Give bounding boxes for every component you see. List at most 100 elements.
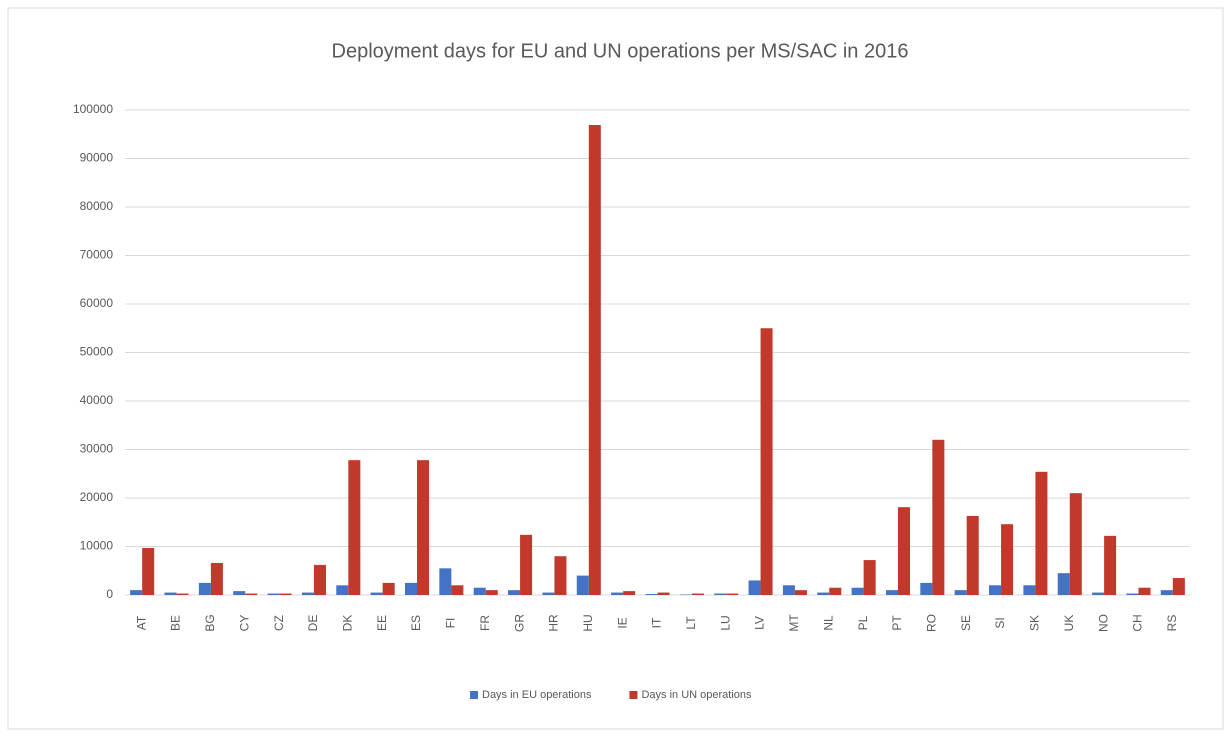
bar	[439, 568, 452, 595]
bar	[726, 593, 739, 595]
bar	[348, 460, 361, 595]
bar	[782, 585, 795, 595]
bar	[336, 585, 349, 595]
x-tick-label: AT	[134, 615, 148, 630]
bar	[210, 562, 223, 595]
bar	[645, 594, 658, 595]
bar	[1138, 587, 1151, 595]
bar	[794, 590, 807, 595]
x-tick-label: DE	[306, 615, 320, 632]
bar	[198, 582, 211, 595]
y-tick-label: 60000	[80, 296, 114, 310]
bar	[829, 587, 842, 595]
bar	[954, 590, 967, 595]
bar	[279, 593, 292, 595]
y-tick-label: 50000	[80, 345, 114, 359]
x-tick-label: CY	[237, 615, 251, 632]
bar	[966, 515, 979, 595]
bar	[863, 560, 876, 595]
x-tick-label: BG	[203, 614, 217, 631]
bar	[267, 593, 280, 595]
bar	[382, 582, 395, 595]
bar	[897, 507, 911, 595]
bar	[520, 534, 533, 595]
bar	[508, 590, 521, 595]
x-tick-label: GR	[512, 614, 526, 632]
bar	[1023, 585, 1036, 595]
y-tick-label: 20000	[80, 490, 114, 504]
y-tick-label: 10000	[80, 539, 114, 553]
bar	[691, 593, 704, 595]
bar	[1160, 590, 1173, 595]
bar	[851, 587, 864, 595]
x-tick-label: LT	[684, 616, 698, 630]
bar	[1092, 592, 1105, 595]
y-tick-label: 70000	[80, 248, 114, 262]
bar	[611, 592, 624, 595]
bar	[932, 439, 945, 595]
bar	[714, 593, 727, 595]
x-tick-label: SI	[993, 617, 1007, 628]
legend-label: Days in UN operations	[641, 689, 752, 701]
x-tick-label: PT	[890, 615, 904, 631]
bar	[1104, 535, 1117, 595]
bar	[1069, 493, 1082, 595]
legend-label: Days in EU operations	[482, 689, 592, 701]
bar	[313, 564, 326, 595]
bar	[164, 592, 177, 595]
bar	[657, 592, 670, 595]
x-tick-label: EE	[375, 615, 389, 631]
bar	[760, 328, 773, 595]
y-tick-label: 0	[106, 587, 113, 601]
x-tick-label: FI	[444, 618, 458, 629]
bar	[576, 575, 589, 595]
x-tick-label: PL	[856, 615, 870, 630]
legend-swatch	[629, 691, 638, 699]
x-tick-label: NL	[821, 615, 835, 631]
y-tick-label: 80000	[80, 199, 114, 213]
legend-swatch	[470, 691, 478, 699]
bar	[1057, 573, 1070, 595]
chart-border	[7, 7, 1224, 730]
bar	[370, 592, 383, 595]
bar	[1126, 593, 1139, 595]
bar	[1001, 524, 1014, 595]
bar	[404, 582, 418, 595]
bar	[485, 590, 498, 595]
x-tick-label: ES	[409, 615, 423, 631]
x-tick-label: RS	[1165, 615, 1179, 632]
bar	[920, 582, 933, 595]
bar	[554, 556, 567, 595]
bar	[989, 585, 1002, 595]
x-tick-label: HU	[581, 614, 595, 631]
bar	[817, 592, 830, 595]
x-tick-label: IE	[615, 617, 629, 628]
x-tick-label: SK	[1028, 615, 1042, 631]
x-tick-label: BE	[169, 615, 183, 631]
y-tick-label: 30000	[80, 442, 114, 456]
y-tick-label: 100000	[73, 102, 113, 116]
bar	[542, 592, 555, 595]
x-tick-label: IT	[650, 617, 664, 628]
x-tick-label: FR	[478, 615, 492, 631]
bar	[1172, 578, 1185, 595]
bar	[588, 125, 601, 595]
y-tick-label: 90000	[80, 151, 114, 165]
x-tick-label: HR	[547, 614, 561, 632]
x-tick-label: SE	[959, 615, 973, 631]
bar	[451, 585, 464, 595]
bar	[623, 591, 636, 595]
bar	[748, 580, 761, 595]
bar	[176, 593, 189, 595]
bar	[142, 547, 155, 595]
bar	[301, 592, 314, 595]
x-tick-label: CZ	[272, 615, 286, 631]
x-tick-label: CH	[1131, 614, 1145, 631]
x-tick-label: LU	[718, 615, 732, 630]
bar	[1035, 471, 1048, 595]
x-tick-label: NO	[1096, 614, 1110, 632]
bar	[233, 591, 246, 595]
y-tick-label: 40000	[80, 393, 114, 407]
x-tick-label: MT	[787, 614, 801, 632]
